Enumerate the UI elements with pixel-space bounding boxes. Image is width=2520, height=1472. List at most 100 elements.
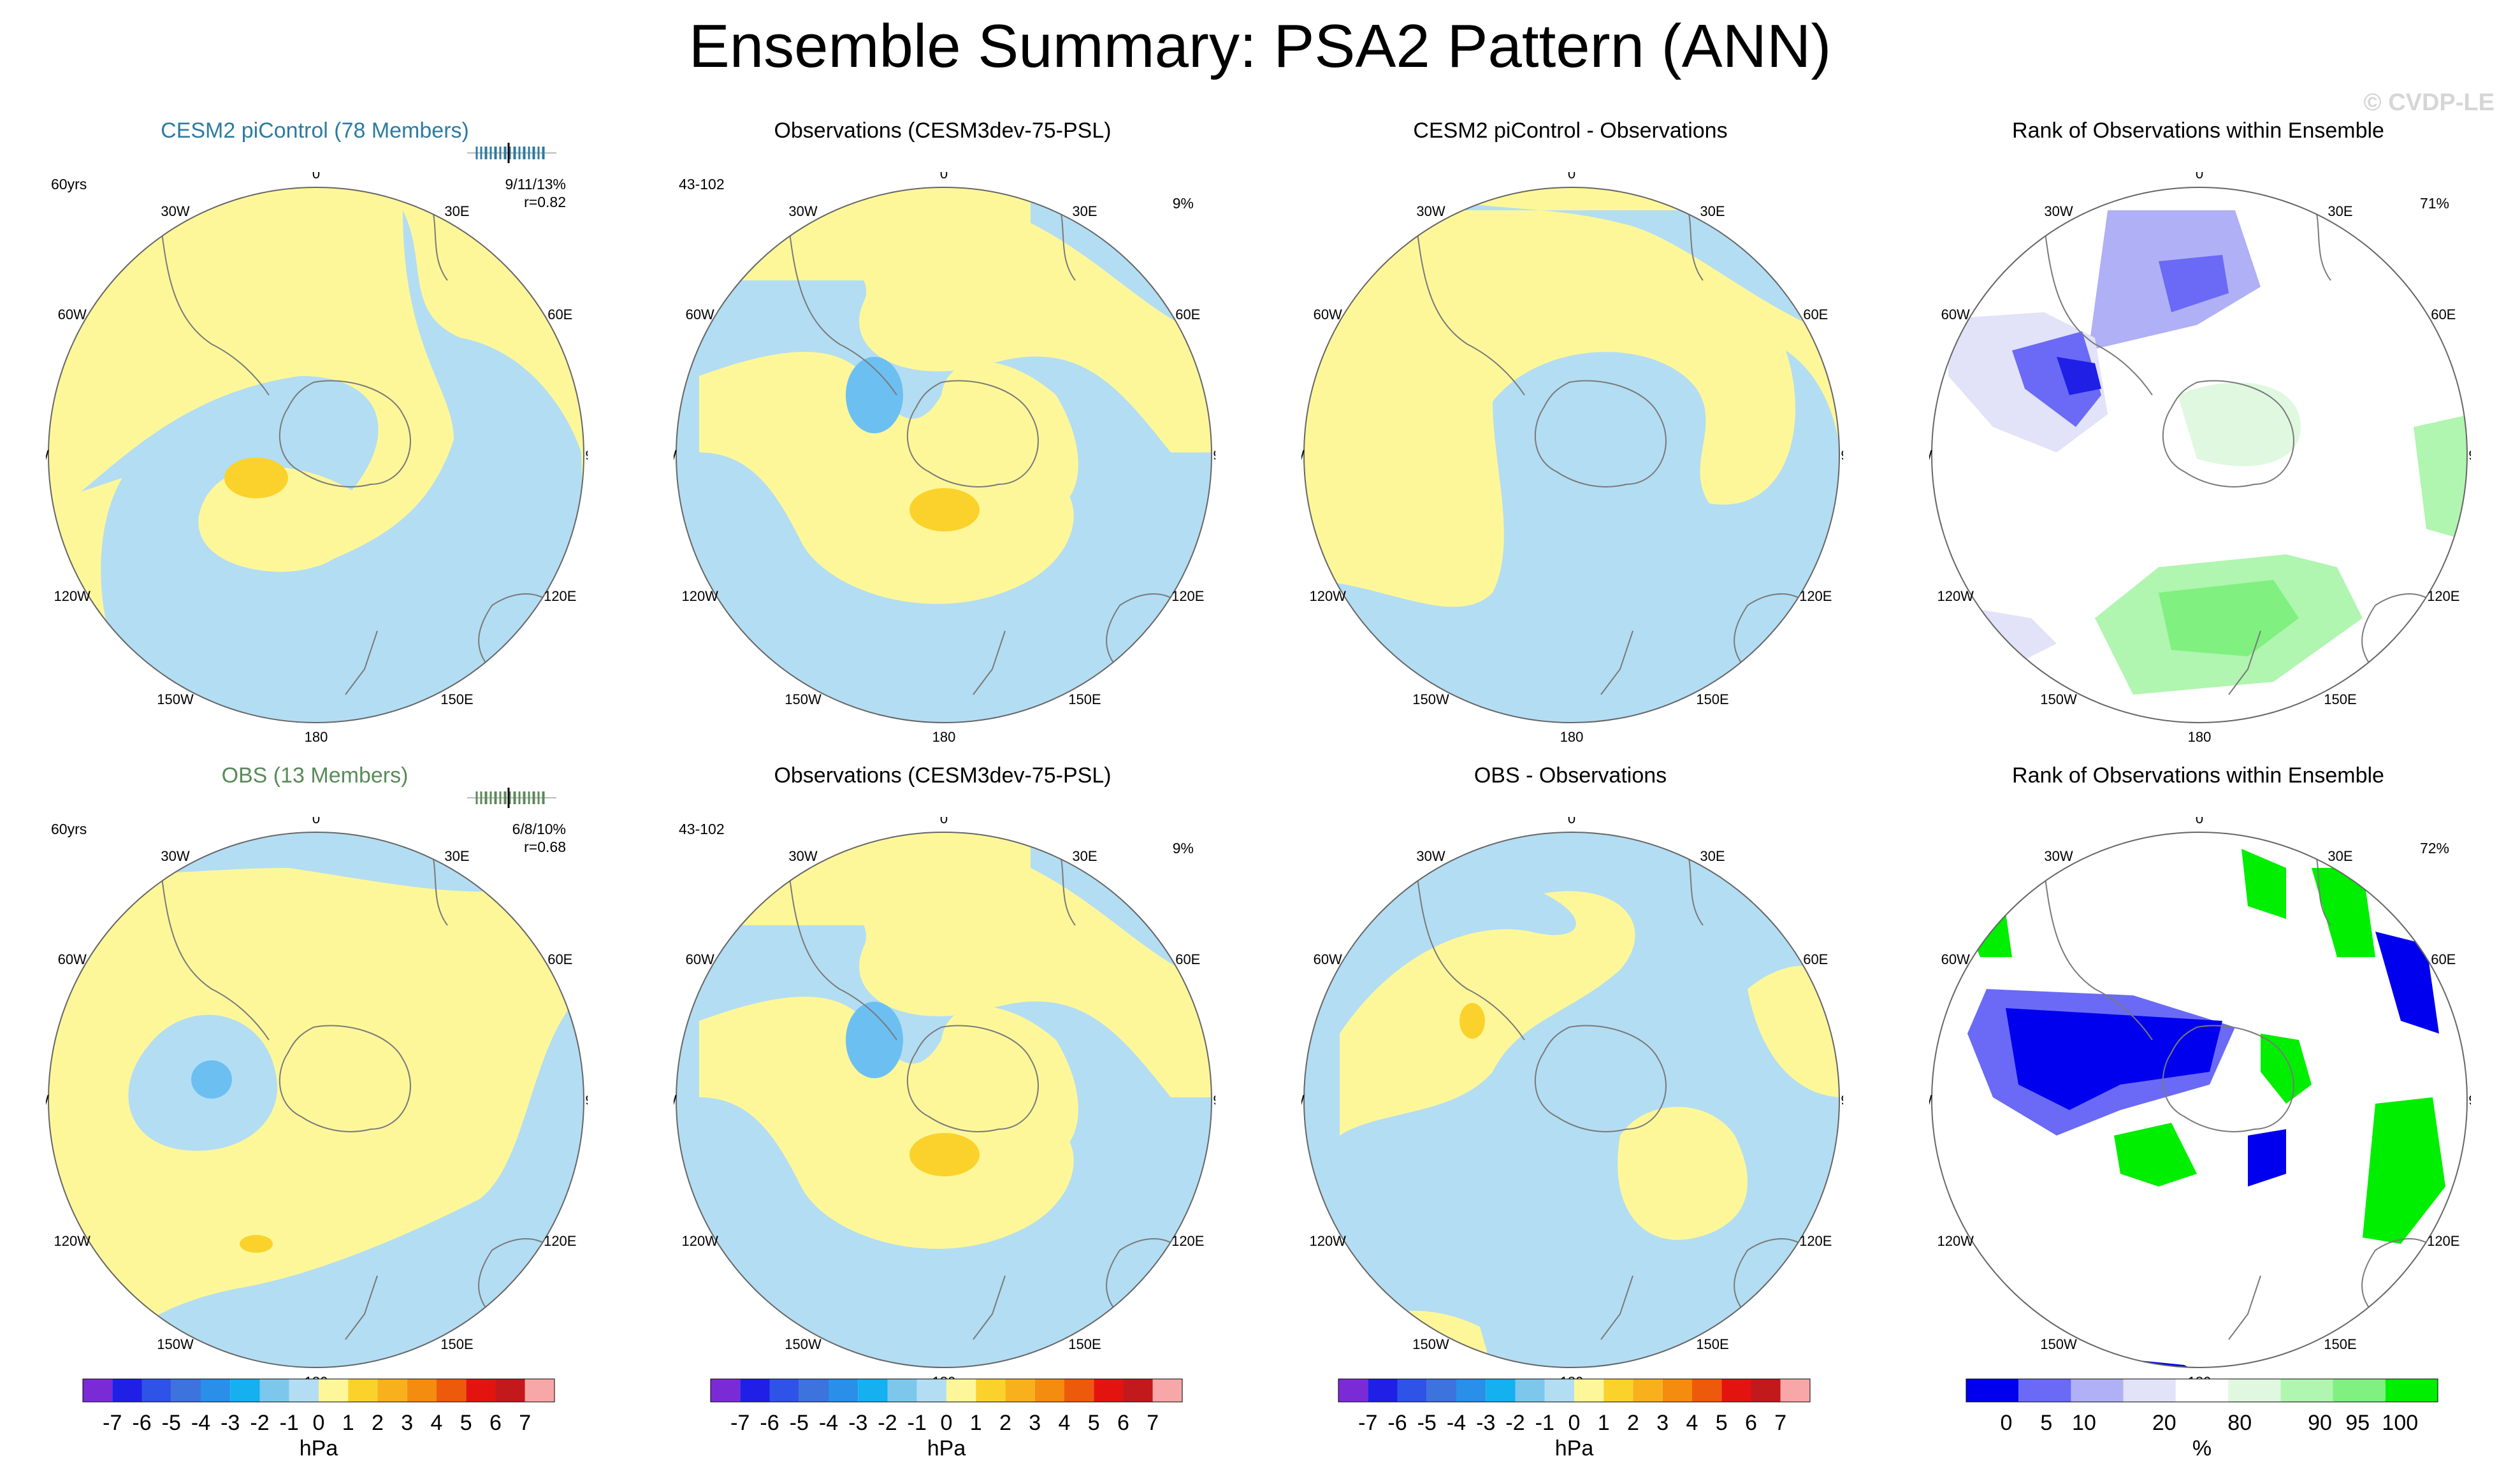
longitude-label: 30E — [444, 848, 469, 864]
contour-core — [224, 458, 288, 498]
contour-region — [1618, 1107, 1748, 1240]
colorbar-tick-label: -3 — [848, 1411, 867, 1435]
panel-title: Observations (CESM3dev-75-PSL) — [774, 119, 1112, 143]
map-boundary — [1931, 187, 2468, 723]
map-content — [48, 832, 584, 1367]
colorbar-swatch — [829, 1379, 858, 1402]
longitude-label: 150E — [440, 691, 473, 707]
colorbar-tick-label: 6 — [1745, 1411, 1757, 1435]
longitude-label: 90W — [674, 447, 677, 463]
contour-region — [699, 352, 1078, 604]
longitude-label: 120E — [2427, 1233, 2459, 1249]
spread-marker — [467, 143, 556, 163]
south-america-coast — [788, 222, 897, 396]
colorbar-swatch — [1397, 1379, 1427, 1402]
longitude-label: 150W — [1412, 691, 1449, 707]
colorbar-tick-label: 1 — [970, 1411, 982, 1435]
contour-core — [240, 1235, 273, 1253]
colorbar-tick-label: 7 — [1147, 1411, 1159, 1435]
longitude-label: 30E — [1700, 848, 1725, 864]
colorbar-unit: hPa — [927, 1436, 966, 1461]
map-content — [1304, 832, 1839, 1367]
longitude-label: 30W — [788, 848, 817, 864]
colorbar-swatch — [1633, 1379, 1663, 1402]
antarctica-coast — [1534, 380, 1667, 487]
colorbar-tick-label: 0 — [2000, 1411, 2012, 1435]
map-boundary — [48, 187, 584, 723]
colorbar-swatch — [1544, 1379, 1574, 1402]
colorbar-swatch — [319, 1379, 349, 1402]
watermark: © CVDP-LE — [2363, 89, 2495, 116]
antarctica-coast — [2162, 380, 2294, 487]
new-zealand-coast — [973, 1275, 1006, 1340]
colorbar-tick-label: 3 — [1029, 1411, 1041, 1435]
colorbar-swatch — [976, 1379, 1006, 1402]
longitude-label: 120W — [681, 1233, 718, 1249]
longitude-label: 60W — [686, 307, 714, 322]
longitude-label: 90E — [1841, 1092, 1843, 1108]
rank-region — [2006, 1008, 2222, 1110]
colorbar-swatch — [407, 1379, 437, 1402]
colorbar-tick-label: -6 — [1387, 1411, 1407, 1435]
panel-title: CESM2 piControl - Observations — [1413, 119, 1728, 143]
colorbar-swatch — [1692, 1379, 1722, 1402]
longitude-label: 150E — [440, 1336, 473, 1352]
longitude-label: 30E — [1700, 203, 1725, 219]
rank-region — [2414, 414, 2467, 542]
south-america-coast — [788, 867, 897, 1041]
longitude-label: 150W — [785, 1336, 822, 1352]
polar-map: 0 30E 60E 90E 120E 150E 180 150W 120W 90W 60W 30W — [46, 172, 588, 745]
longitude-label: 120W — [1937, 588, 1974, 604]
contour-region — [1304, 350, 1839, 723]
new-zealand-coast — [345, 1275, 378, 1340]
longitude-label: 90E — [1841, 447, 1843, 463]
colorbar-swatch — [1005, 1379, 1035, 1402]
colorbar-swatch — [112, 1379, 142, 1402]
colorbar-swatch — [230, 1379, 260, 1402]
pressure-colorbar: -7 -6 -5 -4 -3 -2 -1 0 1 2 3 4 5 6 7 hPa — [1338, 1378, 1811, 1461]
colorbar-tick-label: 95 — [2345, 1411, 2370, 1435]
longitude-label: 60E — [1175, 951, 1200, 967]
colorbar-swatch — [466, 1379, 496, 1402]
longitude-label: 90E — [2468, 1092, 2471, 1108]
longitude-label: 90W — [1301, 447, 1305, 463]
panel-r1c4: Rank of Observations within Ensemble 71% 0… — [1883, 115, 2513, 758]
colorbar-unit: hPa — [300, 1436, 338, 1461]
longitude-label: 60W — [58, 951, 87, 967]
longitude-label: 30E — [1072, 848, 1097, 864]
colorbar-swatch — [740, 1379, 770, 1402]
longitude-label: 90W — [1929, 1092, 1932, 1108]
panel-title: CESM2 piControl (78 Members) — [161, 119, 469, 143]
longitude-label: 60E — [2431, 307, 2456, 322]
colorbar-tick-label: -7 — [103, 1411, 122, 1435]
colorbar-tick-label: 6 — [489, 1411, 502, 1435]
colorbar-frame — [82, 1378, 555, 1403]
map-boundary — [676, 187, 1212, 723]
colorbar-tick-label: 3 — [401, 1411, 413, 1435]
colorbar-swatch — [2071, 1379, 2124, 1402]
polar-map: 0 30E 60E 90E 120E 150E 180 150W 120W 90W 60W 30W — [1929, 172, 2471, 745]
colorbar-swatch — [1094, 1379, 1124, 1402]
colorbar-tick-label: -2 — [1505, 1411, 1524, 1435]
longitude-label: 150E — [1696, 1336, 1728, 1352]
longitude-label: 90W — [1929, 447, 1932, 463]
longitude-label: 150W — [2040, 1336, 2077, 1352]
colorbar-tick-label: 7 — [1774, 1411, 1786, 1435]
longitude-label: 90E — [585, 1092, 588, 1108]
new-zealand-coast — [973, 630, 1006, 695]
contour-region — [699, 997, 1078, 1249]
rank-region — [2178, 382, 2301, 466]
colorbar-swatch — [858, 1379, 888, 1402]
contour-region — [676, 896, 1212, 1097]
rank-region — [2375, 932, 2439, 1034]
colorbar-swatch — [1662, 1379, 1692, 1402]
panel-title: Rank of Observations within Ensemble — [2012, 119, 2384, 143]
colorbar-swatch — [2175, 1379, 2229, 1402]
colorbar-tick-label: -4 — [1447, 1411, 1466, 1435]
colorbar-tick-label: 6 — [1117, 1411, 1129, 1435]
colorbar-tick-label: 0 — [313, 1411, 325, 1435]
colorbar-swatch — [2228, 1379, 2281, 1402]
colorbar-tick-label: 20 — [2152, 1411, 2176, 1435]
colorbar-swatch — [348, 1379, 378, 1402]
colorbar-swatch — [1368, 1379, 1398, 1402]
